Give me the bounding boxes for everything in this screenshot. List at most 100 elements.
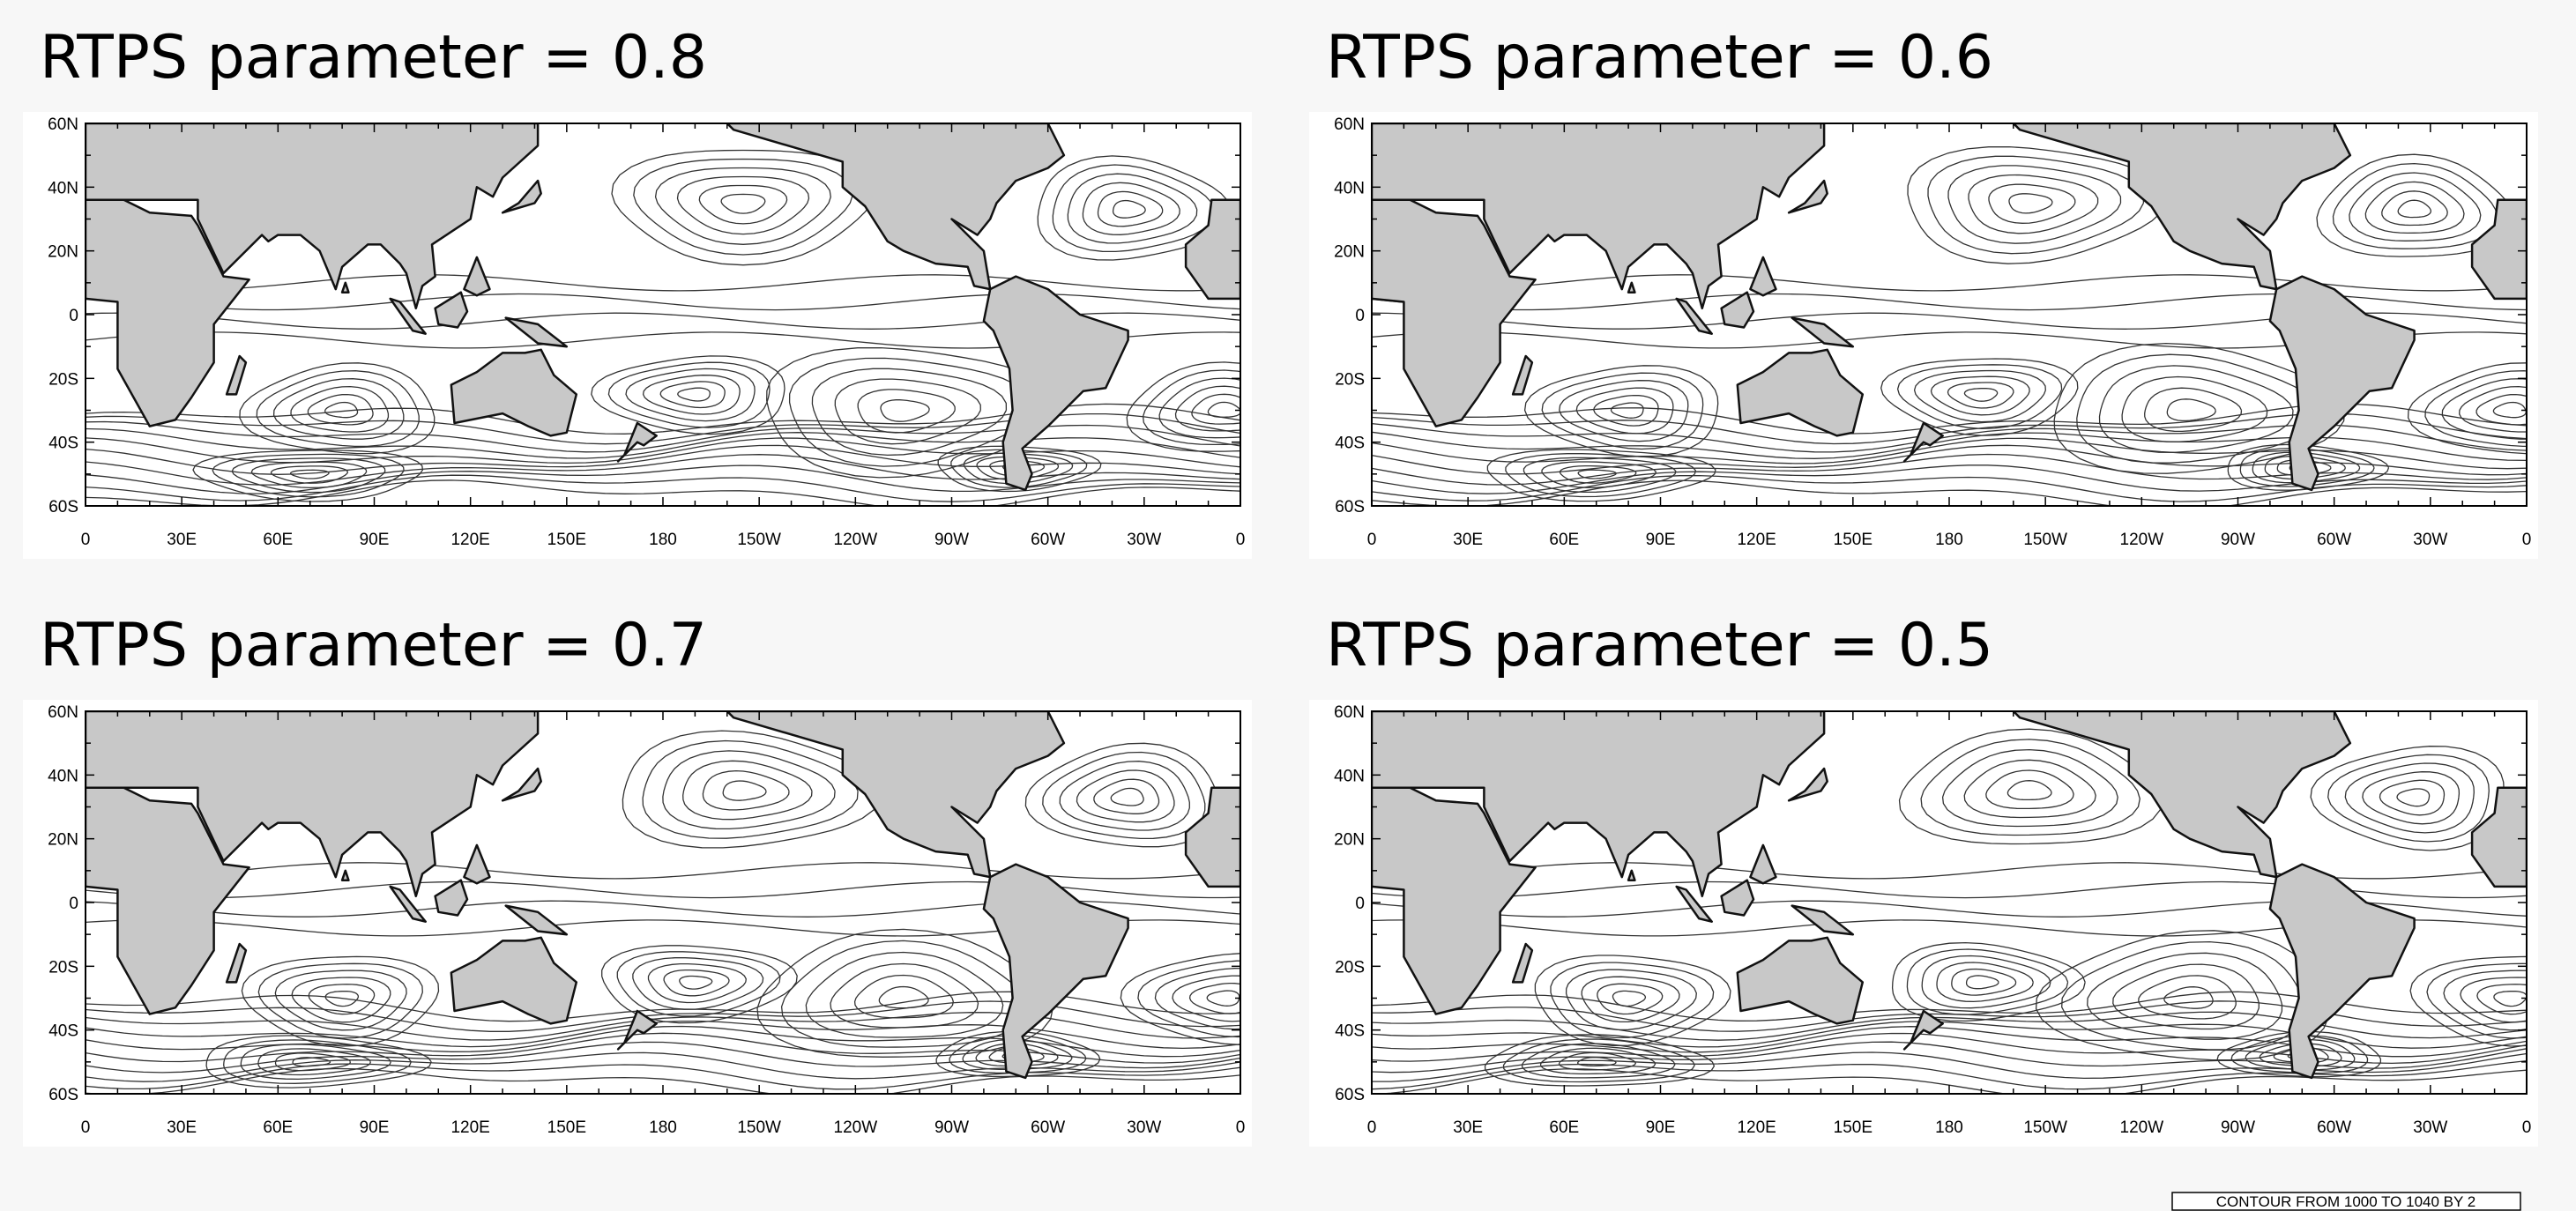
contour-line [192,449,424,502]
lat-label: 0 [69,307,78,325]
lon-label: 0 [1367,1118,1377,1137]
contour-line [1936,962,2034,1003]
land [1372,711,1826,898]
contour-line [86,1051,1240,1082]
land [86,195,250,427]
contour-line [2397,199,2432,219]
contour-line [1372,1011,2527,1041]
land [616,1009,658,1051]
contour-line [662,750,836,830]
contour-line [1112,199,1146,219]
lon-label: 60E [1549,531,1579,549]
contour-line [642,739,859,839]
contour-line [2239,448,2375,487]
contour-line [1137,960,1240,1038]
contour-line [1372,1026,2527,1058]
contour-line [2492,401,2527,419]
contour-line [1042,751,1206,840]
contour-line [1985,769,2074,810]
contour-line [677,387,711,402]
contour-line [2332,162,2498,249]
contour-line [2424,370,2527,448]
contour-line [2460,977,2527,1023]
contour-line [1951,968,2017,996]
land [86,783,250,1015]
contour-line [632,957,764,1010]
lat-label: 20N [48,831,78,850]
contour-line [2061,940,2306,1051]
lon-label: 120E [1737,531,1776,549]
contour-line [702,769,790,811]
land [463,843,491,885]
land [2268,863,2416,1080]
contour-line [1920,739,2140,836]
contour-line [1930,375,2030,416]
contour-line [2252,451,2361,484]
land [1511,942,1534,984]
contour-line [86,1032,1240,1064]
land [1720,879,1755,917]
lon-label: 150E [1834,1118,1872,1137]
contour-line [1898,728,2163,845]
footer-text: CONTOUR FROM 1000 TO 1040 BY 2 [2216,1193,2475,1210]
contour-line [780,940,1029,1048]
land [504,904,569,936]
contour-line [1082,182,1180,235]
lat-label: 0 [1355,307,1365,325]
contour-line [2053,342,2346,474]
contour-line [2443,970,2527,1031]
lat-label: 20N [1334,831,1365,850]
contour-line [2459,385,2527,433]
contour-line [633,158,853,256]
lon-label: 120W [834,1118,878,1137]
contour-line [2344,762,2475,834]
contour-line [2144,387,2243,433]
contour-line [2396,788,2431,807]
contour-line [591,355,785,435]
contour-line [935,1030,1101,1078]
land [1372,783,1537,1015]
contour-line [1172,975,1240,1022]
lon-label: 90E [360,1118,390,1137]
lat-label: 60N [48,703,78,722]
lon-label: 60W [1031,531,1065,549]
contour-line [1927,155,2145,255]
contour-line [880,399,930,422]
contour-line [1565,969,1697,1031]
contour-line [1593,394,1659,427]
contour-line [1372,453,2527,486]
lon-label: 60E [263,1118,293,1137]
contour-line [205,1035,432,1088]
contour-line [1896,364,2063,430]
lat-label: 0 [69,895,78,913]
contour-line [1110,787,1144,806]
lon-label: 30E [167,531,197,549]
lon-label: 90W [934,531,969,549]
lat-label: 40N [48,767,78,785]
contour-line [1559,380,1689,442]
contour-line [1539,1047,1657,1075]
contour-line [256,370,420,448]
contour-line [86,1063,1240,1090]
contour-line [1610,402,1644,419]
land [1675,297,1713,335]
contour-line [1523,365,1719,457]
land [389,885,427,923]
lat-label: 60S [1335,1086,1365,1104]
lon-label: 30E [1453,531,1483,549]
land [1720,291,1755,329]
contour-line [2407,362,2527,455]
contour-line [1097,190,1164,227]
lon-label: 180 [1935,531,1963,549]
land [982,275,1129,492]
contour-line [625,368,756,422]
contour-line [1907,145,2167,264]
contour-line [1142,369,1240,446]
contour-line [1484,1034,1716,1087]
land [982,863,1129,1080]
map-panel: RTPS parameter = 0.760N40N20N020S40S60S0… [23,611,1252,1147]
lon-label: 60E [1549,1118,1579,1137]
contours [86,711,1240,1094]
contour-line [1550,962,1715,1039]
